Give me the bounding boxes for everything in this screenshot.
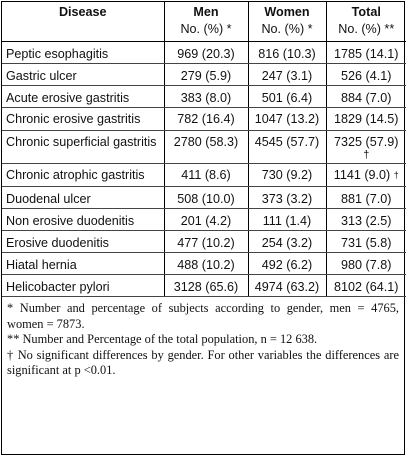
table-row: Acute erosive gastritis 383 (8.0) 501 (6…: [2, 85, 406, 108]
header-disease: Disease: [2, 2, 165, 42]
cell-men: 969 (20.3): [164, 41, 249, 64]
cell-men: 477 (10.2): [164, 230, 249, 253]
cell-total: 8102 (64.1): [326, 274, 406, 297]
cell-disease: Acute erosive gastritis: [2, 85, 165, 108]
footnote-significance: † No significant differences by gender. …: [7, 347, 399, 378]
cell-men: 411 (8.6): [164, 163, 249, 187]
table-row: Erosive duodenitis 477 (10.2) 254 (3.2) …: [2, 230, 406, 253]
dagger-mark: †: [393, 170, 399, 180]
cell-disease: Chronic superficial gastritis: [2, 130, 165, 164]
cell-women: 373 (3.2): [248, 186, 327, 209]
cell-total-value: 1141 (9.0): [333, 168, 391, 182]
cell-men: 782 (16.4): [164, 107, 249, 131]
cell-disease: Chronic erosive gastritis: [2, 107, 165, 131]
cell-total: 313 (2.5): [326, 208, 406, 231]
cell-women: 4545 (57.7): [248, 130, 327, 164]
cell-women: 501 (6.4): [248, 85, 327, 108]
cell-men: 488 (10.2): [164, 252, 249, 275]
footnotes: * Number and percentage of subjects acco…: [2, 297, 404, 379]
cell-total: 884 (7.0): [326, 85, 406, 108]
cell-total: 7325 (57.9) †: [326, 130, 406, 164]
header-men: Men No. (%) *: [164, 2, 249, 42]
cell-women: 492 (6.2): [248, 252, 327, 275]
table-row: Gastric ulcer 279 (5.9) 247 (3.1) 526 (4…: [2, 63, 406, 86]
cell-total: 1829 (14.5): [326, 107, 406, 131]
cell-total: 1785 (14.1): [326, 41, 406, 64]
cell-total: 1141 (9.0) †: [326, 163, 406, 187]
header-row: Disease Men No. (%) * Women No. (%) * To…: [2, 2, 406, 42]
cell-women: 730 (9.2): [248, 163, 327, 187]
cell-men: 201 (4.2): [164, 208, 249, 231]
cell-total: 731 (5.8): [326, 230, 406, 253]
cell-women: 816 (10.3): [248, 41, 327, 64]
table-row: Non erosive duodenitis 201 (4.2) 111 (1.…: [2, 208, 406, 231]
cell-men: 279 (5.9): [164, 63, 249, 86]
table-row: Peptic esophagitis 969 (20.3) 816 (10.3)…: [2, 41, 406, 64]
cell-women: 1047 (13.2): [248, 107, 327, 131]
cell-women: 111 (1.4): [248, 208, 327, 231]
cell-disease: Chronic atrophic gastritis: [2, 163, 165, 187]
header-disease-label: Disease: [58, 5, 107, 19]
cell-disease: Hiatal hernia: [2, 252, 165, 275]
cell-women: 254 (3.2): [248, 230, 327, 253]
cell-total: 980 (7.8): [326, 252, 406, 275]
cell-men: 383 (8.0): [164, 85, 249, 108]
header-total-sub: No. (%) **: [338, 22, 395, 36]
header-total: Total No. (%) **: [326, 2, 406, 42]
table-row: Chronic atrophic gastritis 411 (8.6) 730…: [2, 163, 406, 187]
header-women-label: Women: [264, 5, 310, 19]
table-row: Chronic erosive gastritis 782 (16.4) 104…: [2, 107, 406, 131]
cell-total: 526 (4.1): [326, 63, 406, 86]
cell-total: 881 (7.0): [326, 186, 406, 209]
dagger-mark: †: [363, 149, 370, 161]
cell-disease: Duodenal ulcer: [2, 186, 165, 209]
header-men-sub: No. (%) *: [180, 22, 232, 36]
cell-disease: Gastric ulcer: [2, 63, 165, 86]
cell-disease: Peptic esophagitis: [2, 41, 165, 64]
disease-table: Disease Men No. (%) * Women No. (%) * To…: [2, 2, 406, 297]
header-men-label: Men: [193, 5, 219, 19]
cell-disease: Non erosive duodenitis: [2, 208, 165, 231]
footnote-total: ** Number and Percentage of the total po…: [7, 332, 318, 346]
table-row: Duodenal ulcer 508 (10.0) 373 (3.2) 881 …: [2, 186, 406, 209]
table-row: Helicobacter pylori 3128 (65.6) 4974 (63…: [2, 274, 406, 297]
cell-women: 4974 (63.2): [248, 274, 327, 297]
table-row: Hiatal hernia 488 (10.2) 492 (6.2) 980 (…: [2, 252, 406, 275]
cell-disease: Erosive duodenitis: [2, 230, 165, 253]
header-women-sub: No. (%) *: [261, 22, 313, 36]
cell-women: 247 (3.1): [248, 63, 327, 86]
footnote-gender: * Number and percentage of subjects acco…: [7, 301, 399, 331]
header-women: Women No. (%) *: [248, 2, 327, 42]
cell-men: 508 (10.0): [164, 186, 249, 209]
cell-total-value: 7325 (57.9): [334, 135, 399, 149]
cell-men: 2780 (58.3): [164, 130, 249, 164]
cell-men: 3128 (65.6): [164, 274, 249, 297]
header-total-label: Total: [351, 5, 381, 19]
cell-disease: Helicobacter pylori: [2, 274, 165, 297]
table-row: Chronic superficial gastritis 2780 (58.3…: [2, 130, 406, 164]
